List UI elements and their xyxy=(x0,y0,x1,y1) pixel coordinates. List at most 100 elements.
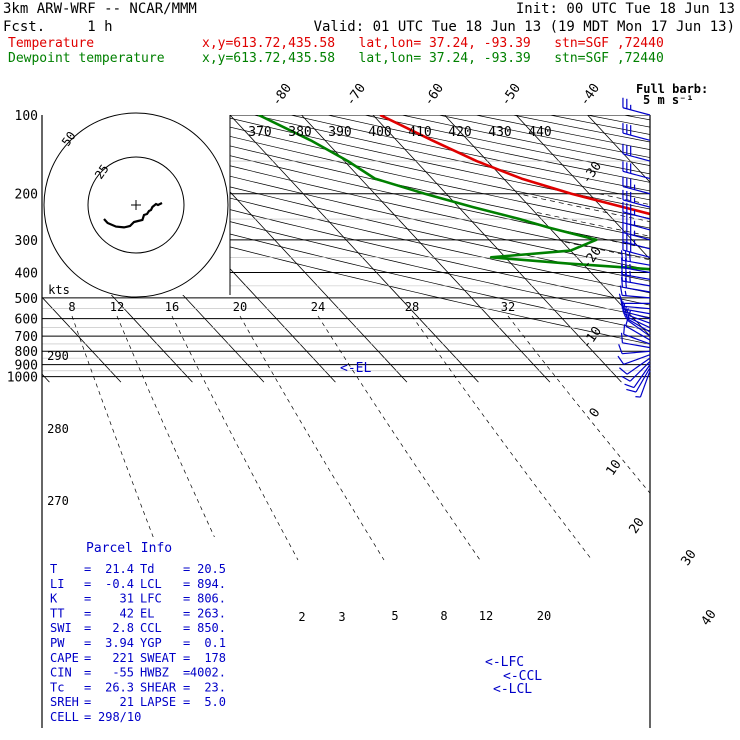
pressure-tick-label: 700 xyxy=(15,330,38,345)
valid-time: Valid: 01 UTC Tue 18 Jun 13 (19 MDT Mon … xyxy=(313,19,735,35)
parcel-key: EL xyxy=(140,606,154,620)
hodograph-speed-arc xyxy=(411,315,593,561)
wind-barbs xyxy=(617,97,651,398)
dry-adiabat-line xyxy=(42,148,650,294)
wind-barb xyxy=(626,367,651,393)
parcel-key: Tc xyxy=(50,680,64,694)
wind-barb xyxy=(624,364,651,389)
isotherm-tick-label: 30 xyxy=(678,547,699,568)
dewpoint-legend: Dewpoint temperature xyxy=(8,51,165,66)
parcel-eq: = xyxy=(183,695,190,709)
init-time: Init: 00 UTC Tue 18 Jun 13 xyxy=(515,1,735,17)
temperature-legend: Temperature xyxy=(8,36,95,51)
wind-barb xyxy=(621,361,651,382)
theta-tick-label: 420 xyxy=(448,125,471,140)
wind-barb xyxy=(622,97,651,116)
dry-adiabat-label: 290 xyxy=(47,349,69,363)
parcel-key: K xyxy=(50,592,58,606)
dry-adiabat-line xyxy=(327,115,650,183)
theta-tick-label: 430 xyxy=(488,125,511,140)
parcel-key: PW xyxy=(50,636,65,650)
hodograph-ring-label: 25 xyxy=(92,162,112,182)
el-label: <-EL xyxy=(340,361,371,376)
isotherm-line xyxy=(515,115,650,260)
hodograph-speed-label: 8 xyxy=(68,300,75,314)
parcel-value: 298/10 xyxy=(98,710,141,724)
dry-adiabat-label: 280 xyxy=(47,422,69,436)
hodograph-speed-label: 24 xyxy=(311,300,325,314)
isotherm-tick-label: 40 xyxy=(698,607,719,628)
parcel-eq: = xyxy=(84,577,91,591)
wind-barb xyxy=(617,354,651,365)
theta-tick-label: 400 xyxy=(368,125,391,140)
hodograph-speed-label: 32 xyxy=(501,300,515,314)
parcel-key: SHEAR xyxy=(140,680,177,694)
dry-adiabat-line xyxy=(401,115,650,166)
dry-adiabat-line xyxy=(586,115,650,128)
parcel-key: LAPSE xyxy=(140,695,176,709)
ccl-label: <-CCL xyxy=(503,669,542,684)
wind-barb xyxy=(618,344,651,355)
moist-adiabat-line xyxy=(691,194,740,382)
dry-adiabat-line xyxy=(364,115,650,175)
wind-barb xyxy=(619,357,651,375)
dry-adiabat-line xyxy=(68,115,650,249)
model-title: 3km ARW-WRF -- NCAR/MMM xyxy=(3,1,197,17)
dry-adiabat-line xyxy=(42,137,650,282)
wind-barb xyxy=(622,212,651,231)
wind-barb xyxy=(622,143,651,162)
theta-tick-label: 370 xyxy=(248,125,271,140)
hodograph-speed-label: 28 xyxy=(405,300,419,314)
hodograph-speed-arc xyxy=(317,315,481,561)
parcel-value: 21.4 xyxy=(105,562,134,576)
dry-adiabat-line xyxy=(698,115,740,382)
isotherm-tick-label: 20 xyxy=(626,515,647,536)
parcel-eq: = xyxy=(84,621,91,635)
lfc-label: <-LFC xyxy=(485,655,524,670)
dry-adiabat-line xyxy=(42,127,650,271)
parcel-key: LCL xyxy=(140,577,162,591)
parcel-value: -0.4 xyxy=(105,577,134,591)
wind-barb xyxy=(622,161,651,180)
isotherm-tick-label: -80 xyxy=(269,81,295,109)
wind-barb xyxy=(622,123,651,141)
forecast-hour: Fcst. 1 h xyxy=(3,19,113,35)
wind-barb xyxy=(620,332,651,349)
parcel-key: TT xyxy=(50,606,64,620)
theta-tick-label: 440 xyxy=(528,125,551,140)
parcel-key: T xyxy=(50,562,57,576)
parcel-value: 2.8 xyxy=(112,621,134,635)
mixing-ratio-label: 5 xyxy=(391,609,398,623)
dry-adiabat-line xyxy=(661,115,740,382)
isotherm-tick-label: 10 xyxy=(603,457,624,478)
parcel-eq: = xyxy=(183,636,190,650)
parcel-eq: = xyxy=(183,666,190,680)
parcel-value: 21 xyxy=(120,695,134,709)
parcel-value: 263. xyxy=(197,606,226,620)
dry-adiabat-line xyxy=(216,115,650,210)
parcel-value: 806. xyxy=(197,592,226,606)
dewpoint-line xyxy=(258,115,650,271)
isotherm-tick-label: -50 xyxy=(498,81,524,109)
pressure-tick-label: 600 xyxy=(15,313,38,328)
parcel-value: 20.5 xyxy=(197,562,226,576)
parcel-info-background xyxy=(43,537,231,727)
mixing-ratio-label: 12 xyxy=(479,609,493,623)
wind-barb xyxy=(635,370,651,398)
parcel-eq: = xyxy=(183,680,190,694)
parcel-key: CCL xyxy=(140,621,162,635)
wind-barb xyxy=(622,201,651,220)
parcel-key: CIN xyxy=(50,666,72,680)
parcel-value: 5.0 xyxy=(204,695,226,709)
hodograph-speed-arc xyxy=(71,315,163,561)
wind-barb xyxy=(622,176,651,195)
parcel-eq: = xyxy=(183,577,190,591)
parcel-eq: = xyxy=(183,562,190,576)
hodograph-speed-arc xyxy=(239,315,385,561)
isotherm-line xyxy=(372,115,622,383)
parcel-eq: = xyxy=(183,592,190,606)
dry-adiabat-line xyxy=(624,115,650,121)
hodograph-speed-arc xyxy=(171,315,299,561)
